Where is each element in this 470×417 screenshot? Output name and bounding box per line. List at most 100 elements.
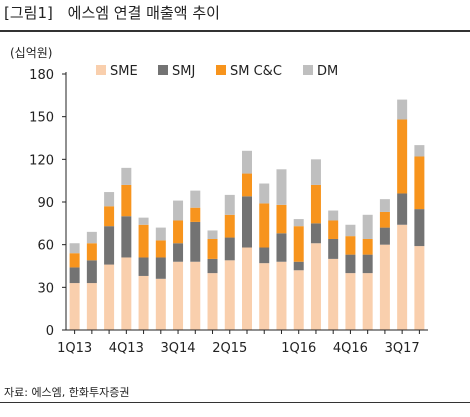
bar-sm-c-c-4Q13 [121, 184, 132, 217]
bar-dm-4Q13 [121, 167, 132, 185]
bar-sm-c-c-2Q15 [224, 214, 235, 238]
bar-stack-3Q17 [379, 199, 390, 330]
bar-sm-c-c-4Q15 [259, 203, 270, 248]
bar-smj-4Q13 [121, 216, 132, 258]
bar-sme-2Q14 [155, 278, 166, 330]
x-tick-label: 1Q13 [57, 341, 92, 356]
figure-number: [그림1] [4, 4, 53, 22]
y-axis-label: (십억원) [10, 46, 52, 60]
bar-smj-4Q16 [328, 238, 339, 259]
bar-smj-1Q15 [207, 258, 218, 274]
legend-swatch-sm-c-c [216, 65, 226, 75]
bar-dm-1Q15 [207, 230, 218, 239]
bar-sm-c-c-1Q15 [207, 238, 218, 259]
bar-sme-4Q13 [121, 257, 132, 330]
bar-stack-1Q13 [69, 243, 80, 330]
x-tick-label: 4Q13 [109, 341, 144, 356]
bar-dm-3Q15 [242, 150, 252, 174]
bar-stack-1Q15 [207, 230, 218, 330]
y-tick-label: 60 [37, 239, 54, 254]
bar-stack-3Q15 [242, 150, 252, 330]
bar-smj-1Q14 [138, 257, 149, 276]
bar-sme-1Q15 [207, 273, 218, 330]
bar-smj-3Q17 [379, 227, 390, 245]
bar-stack-4Q15 [259, 183, 270, 330]
figure-title-text: 에스엠 연결 매출액 추이 [67, 4, 220, 22]
bar-sme-1Q14 [138, 275, 149, 330]
bar-smj-2Q14 [155, 257, 166, 279]
bar-sm-c-c-3Q13 [104, 206, 115, 227]
legend-label-sme: SME [110, 64, 138, 79]
bar-smj-1Q17 [345, 254, 356, 274]
bar-sm-c-c-4Q16 [328, 220, 339, 239]
figure-title: [그림1] 에스엠 연결 매출액 추이 [4, 2, 220, 23]
bar-stack-2Q17 [362, 214, 373, 330]
bar-sm-c-c-1Q17 [345, 236, 356, 255]
bar-sme-1Q13 [69, 283, 80, 330]
bar-sme-4Q15 [259, 263, 270, 330]
bar-dm-3Q13 [104, 192, 115, 207]
bar-sme-2Q15 [224, 260, 235, 330]
bar-dm-3Q16 [310, 159, 321, 185]
bar-stack-2Q16 [293, 219, 304, 330]
bar-sm-c-c-2Q14 [155, 240, 166, 258]
bar-sme-3Q17 [379, 244, 390, 330]
bar-smj-2Q17 [362, 254, 373, 274]
x-tick-label: 4Q16 [333, 341, 368, 356]
bar-stack-2Q13 [86, 231, 97, 330]
bar-sme-1Q16 [276, 261, 287, 330]
x-axis: 1Q13 4Q13 3Q14 2Q15 1Q16 4Q16 3Q17 [57, 329, 428, 356]
bar-smj-3Q16 [310, 223, 321, 244]
bar-dm-1Q18 [414, 145, 425, 157]
legend-label-sm-c-c: SM C&C [230, 64, 282, 79]
bar-stack-4Q16 [328, 210, 339, 330]
bar-smj-1Q13 [69, 267, 80, 284]
bar-sm-c-c-3Q16 [310, 184, 321, 224]
bar-sm-c-c-3Q17 [379, 211, 390, 228]
x-tick-label: 2Q15 [212, 341, 247, 356]
bars [69, 99, 425, 330]
bar-sme-2Q17 [362, 273, 373, 330]
bar-smj-1Q18 [414, 209, 425, 247]
bar-sm-c-c-4Q14 [190, 207, 201, 222]
bar-sm-c-c-1Q16 [276, 204, 287, 234]
y-tick-label: 180 [29, 68, 54, 83]
bar-sm-c-c-2Q17 [362, 238, 373, 255]
bar-sm-c-c-2Q16 [293, 226, 304, 262]
bar-smj-2Q15 [224, 237, 235, 261]
bar-stack-4Q13 [121, 167, 132, 330]
x-tick-label: 3Q17 [385, 341, 420, 356]
bar-sm-c-c-1Q18 [414, 156, 425, 210]
bar-sme-2Q13 [86, 283, 97, 330]
bar-stack-4Q14 [190, 190, 201, 330]
bar-dm-2Q15 [224, 194, 235, 215]
bar-stack-3Q14 [173, 200, 184, 330]
bar-dm-3Q17 [379, 199, 390, 212]
bar-smj-4Q14 [190, 221, 201, 262]
bar-dm-1Q13 [69, 243, 80, 254]
x-tick-label: 1Q16 [281, 341, 316, 356]
title-rule [0, 30, 470, 32]
bar-smj-4Q15 [259, 247, 270, 264]
bar-dm-1Q17 [345, 224, 356, 237]
bar-dm-4Q14 [190, 190, 201, 208]
bar-dm-3Q14 [173, 200, 184, 221]
bar-smj-3Q13 [104, 226, 115, 265]
bar-stack-1Q16 [276, 169, 287, 330]
y-tick-label: 120 [29, 153, 54, 168]
bar-sme-4Q16 [328, 258, 339, 330]
bar-sm-c-c-3Q15 [242, 173, 252, 197]
bar-stack-2Q14 [155, 227, 166, 330]
source-note: 자료: 에스엠, 한화투자증권 [4, 386, 130, 399]
bar-sme-1Q17 [345, 273, 356, 330]
bar-sm-c-c-3Q14 [173, 220, 184, 244]
bar-sme-4Q14 [190, 261, 201, 330]
bar-stack-1Q14 [138, 217, 149, 330]
legend: SME SMJ SM C&C DM [96, 64, 338, 79]
bar-smj-4Q17 [397, 193, 408, 225]
bar-smj-3Q15 [242, 196, 252, 248]
y-tick-label: 90 [37, 196, 54, 211]
y-tick-label: 30 [37, 281, 54, 296]
y-tick-label: 0 [46, 324, 54, 339]
bar-dm-4Q15 [259, 183, 270, 204]
